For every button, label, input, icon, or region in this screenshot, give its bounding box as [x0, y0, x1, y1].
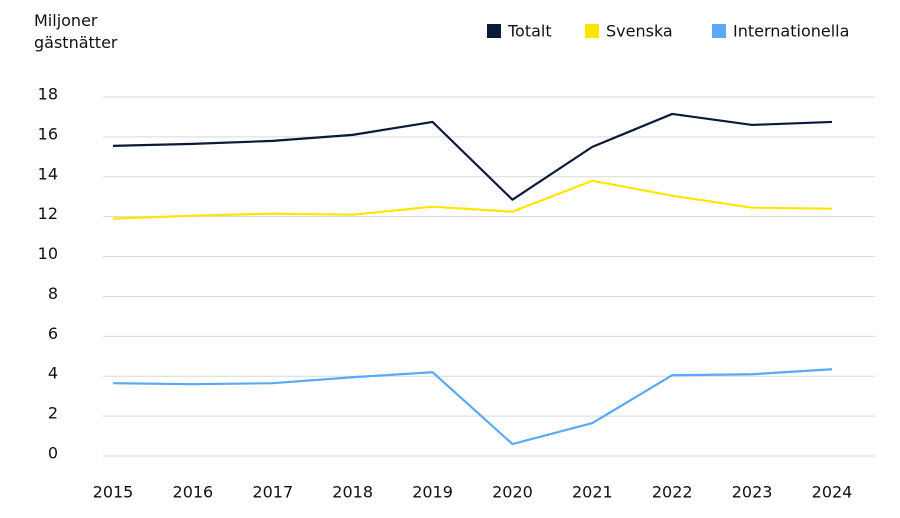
x-tick-label: 2020 — [492, 483, 533, 502]
legend-label: Totalt — [507, 22, 552, 41]
y-tick-label: 2 — [48, 404, 58, 423]
y-tick-label: 16 — [38, 124, 58, 143]
x-tick-label: 2023 — [732, 483, 773, 502]
x-tick-label: 2019 — [412, 483, 453, 502]
y-axis-label: Miljoner gästnätter — [34, 11, 118, 52]
series-line — [112, 112, 833, 201]
y-tick-label: 14 — [38, 164, 58, 183]
y-tick-label: 8 — [48, 284, 58, 303]
x-tick-label: 2018 — [332, 483, 373, 502]
y-tick-label: 12 — [38, 204, 58, 223]
x-tick-label: 2016 — [173, 483, 214, 502]
x-tick-label: 2022 — [652, 483, 693, 502]
x-tick-label: 2015 — [93, 483, 134, 502]
legend-label: Svenska — [606, 22, 673, 41]
x-tick-label: 2024 — [812, 483, 853, 502]
x-tick-label: 2017 — [252, 483, 293, 502]
y-tick-label: 0 — [48, 444, 58, 463]
y-tick-label: 18 — [38, 85, 58, 104]
series-line — [112, 368, 833, 446]
legend-swatch — [585, 24, 599, 38]
y-tick-label: 6 — [48, 324, 58, 343]
series-line — [112, 179, 833, 220]
legend-swatch — [712, 24, 726, 38]
y-tick-label: 4 — [48, 364, 58, 383]
legend-swatch — [487, 24, 501, 38]
x-tick-label: 2021 — [572, 483, 613, 502]
legend-label: Internationella — [733, 22, 849, 41]
y-tick-label: 10 — [38, 244, 58, 263]
